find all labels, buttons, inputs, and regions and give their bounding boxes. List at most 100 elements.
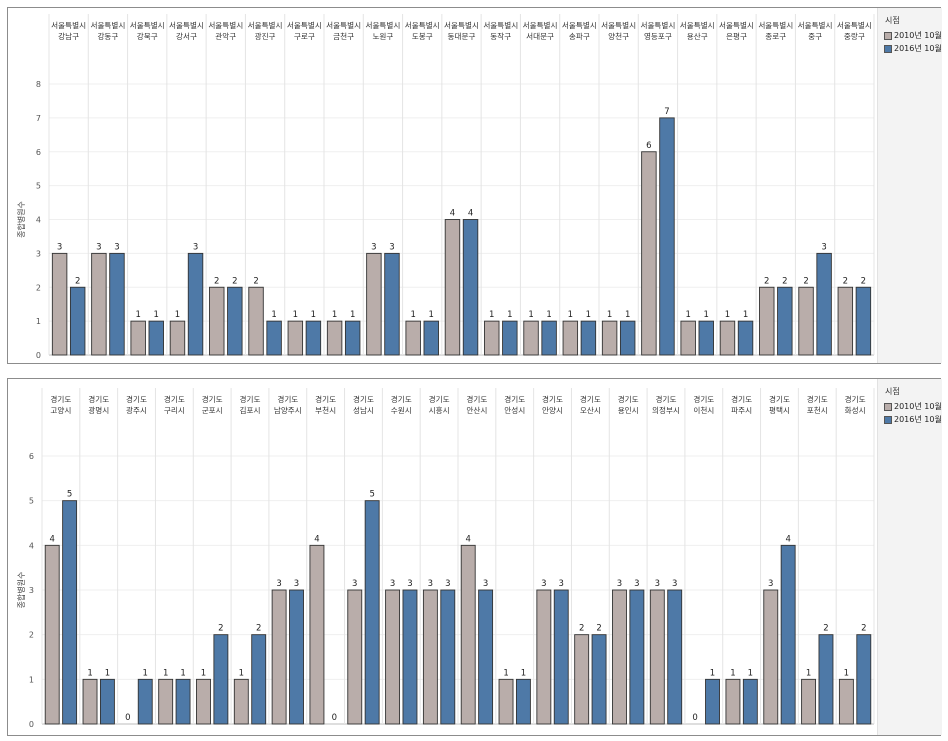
bar-value-label: 3 bbox=[559, 579, 564, 589]
bar-2010 bbox=[44, 544, 60, 725]
bar-value-label: 1 bbox=[730, 668, 735, 678]
legend-item-2016[interactable]: 2016년 10월 bbox=[884, 43, 942, 54]
bar-value-label: 3 bbox=[445, 579, 450, 589]
bar-2016 bbox=[251, 634, 267, 725]
bar-value-label: 2 bbox=[579, 624, 584, 634]
bar-value-label: 3 bbox=[768, 579, 773, 589]
legend-swatch-2010 bbox=[884, 31, 892, 40]
column-header-district: 평택시 bbox=[769, 405, 790, 415]
legend-label-2016: 2016년 10월 bbox=[894, 44, 942, 53]
bar-value-label: 2 bbox=[253, 276, 258, 286]
bar-2010 bbox=[51, 252, 68, 356]
column-header-region: 서울특별시 bbox=[640, 20, 675, 30]
column-header-region: 서울특별시 bbox=[758, 20, 793, 30]
bar-value-label: 1 bbox=[528, 310, 533, 320]
bar-2010 bbox=[233, 678, 249, 725]
column-header-region: 서울특별시 bbox=[523, 20, 558, 30]
legend-item-2016[interactable]: 2016년 10월 bbox=[884, 414, 942, 425]
bar-value-label: 1 bbox=[332, 310, 337, 320]
bar-value-label: 1 bbox=[704, 310, 709, 320]
bar-2010 bbox=[91, 252, 107, 356]
column-header-region: 경기도 bbox=[277, 394, 298, 404]
bar-2010 bbox=[523, 320, 539, 356]
bar-value-label: 4 bbox=[785, 534, 790, 544]
column-header-district: 포천시 bbox=[807, 405, 828, 415]
header-band bbox=[49, 8, 874, 74]
column-header-district: 부천시 bbox=[315, 405, 336, 415]
column-header-district: 김포시 bbox=[240, 405, 261, 415]
bar-2010 bbox=[130, 320, 146, 356]
y-tick-label: 6 bbox=[36, 148, 41, 157]
bar-2016 bbox=[213, 634, 229, 725]
y-axis-title: 종합병원수 bbox=[17, 201, 26, 238]
bar-value-label: 1 bbox=[87, 668, 92, 678]
column-header-district: 안성시 bbox=[504, 405, 525, 415]
bar-value-label: 4 bbox=[450, 209, 455, 219]
bar-value-label: 1 bbox=[748, 668, 753, 678]
bar-2016 bbox=[816, 252, 832, 356]
bar-2016 bbox=[69, 286, 86, 356]
y-tick-label: 5 bbox=[29, 497, 34, 506]
bar-value-label: 1 bbox=[105, 668, 110, 678]
column-header-district: 금천구 bbox=[333, 31, 354, 41]
bar-2016 bbox=[109, 252, 125, 356]
bar-2016 bbox=[384, 252, 400, 356]
bar-2010 bbox=[838, 678, 854, 725]
legend-swatch-2016 bbox=[884, 415, 892, 424]
bar-value-label: 2 bbox=[861, 276, 866, 286]
bar-value-label: 1 bbox=[607, 310, 612, 320]
column-header-region: 경기도 bbox=[769, 394, 790, 404]
bar-value-label: 0 bbox=[332, 713, 337, 723]
legend-item-2010[interactable]: 2010년 10월 bbox=[884, 401, 942, 412]
column-header-region: 서울특별시 bbox=[680, 20, 715, 30]
bar-2010 bbox=[837, 286, 854, 356]
column-header-region: 경기도 bbox=[315, 394, 336, 404]
column-header-region: 서울특별시 bbox=[51, 20, 86, 30]
bar-value-label: 2 bbox=[75, 276, 80, 286]
bar-value-label: 1 bbox=[410, 310, 415, 320]
bar-2016 bbox=[705, 678, 720, 725]
bar-value-label: 1 bbox=[271, 310, 276, 320]
column-header-region: 경기도 bbox=[542, 394, 563, 404]
bar-value-label: 1 bbox=[710, 668, 715, 678]
bar-value-label: 5 bbox=[67, 490, 72, 500]
column-header-district: 중구 bbox=[808, 32, 822, 41]
column-header-district: 구로구 bbox=[294, 32, 315, 41]
bar-2010 bbox=[196, 678, 211, 725]
bar-value-label: 3 bbox=[352, 579, 357, 589]
bar-2010 bbox=[347, 589, 363, 725]
bar-value-label: 3 bbox=[655, 579, 660, 589]
y-tick-label: 1 bbox=[36, 317, 41, 326]
bar-value-label: 3 bbox=[57, 242, 62, 252]
bar-value-label: 2 bbox=[218, 624, 223, 634]
bar-2010 bbox=[562, 320, 579, 356]
column-header-region: 경기도 bbox=[845, 394, 866, 404]
bar-value-label: 2 bbox=[803, 276, 808, 286]
column-header-region: 서울특별시 bbox=[326, 20, 361, 30]
y-tick-label: 2 bbox=[36, 283, 41, 292]
legend-item-2010[interactable]: 2010년 10월 bbox=[884, 30, 942, 41]
bar-2010 bbox=[287, 320, 304, 356]
column-header-district: 용산구 bbox=[687, 31, 708, 41]
bar-value-label: 6 bbox=[646, 141, 651, 151]
column-header-district: 노원구 bbox=[372, 32, 393, 41]
column-header-region: 경기도 bbox=[429, 394, 450, 404]
column-header-district: 강서구 bbox=[176, 31, 197, 41]
y-tick-label: 4 bbox=[36, 216, 41, 225]
column-header-region: 경기도 bbox=[693, 394, 714, 404]
column-header-district: 광명시 bbox=[88, 405, 109, 415]
bar-2010 bbox=[444, 219, 461, 356]
y-tick-label: 0 bbox=[29, 720, 34, 729]
bar-value-label: 3 bbox=[294, 579, 299, 589]
legend-title: 시점 bbox=[885, 16, 900, 25]
bar-value-label: 3 bbox=[193, 242, 198, 252]
column-header-district: 동대문구 bbox=[448, 32, 476, 41]
column-header-region: 서울특별시 bbox=[483, 20, 518, 30]
bar-2016 bbox=[402, 589, 418, 725]
y-tick-label: 1 bbox=[29, 675, 34, 684]
bar-value-label: 4 bbox=[468, 209, 473, 219]
bar-2016 bbox=[266, 320, 282, 356]
bar-2016 bbox=[698, 320, 714, 356]
bar-value-label: 1 bbox=[489, 310, 494, 320]
bar-2010 bbox=[405, 320, 421, 356]
